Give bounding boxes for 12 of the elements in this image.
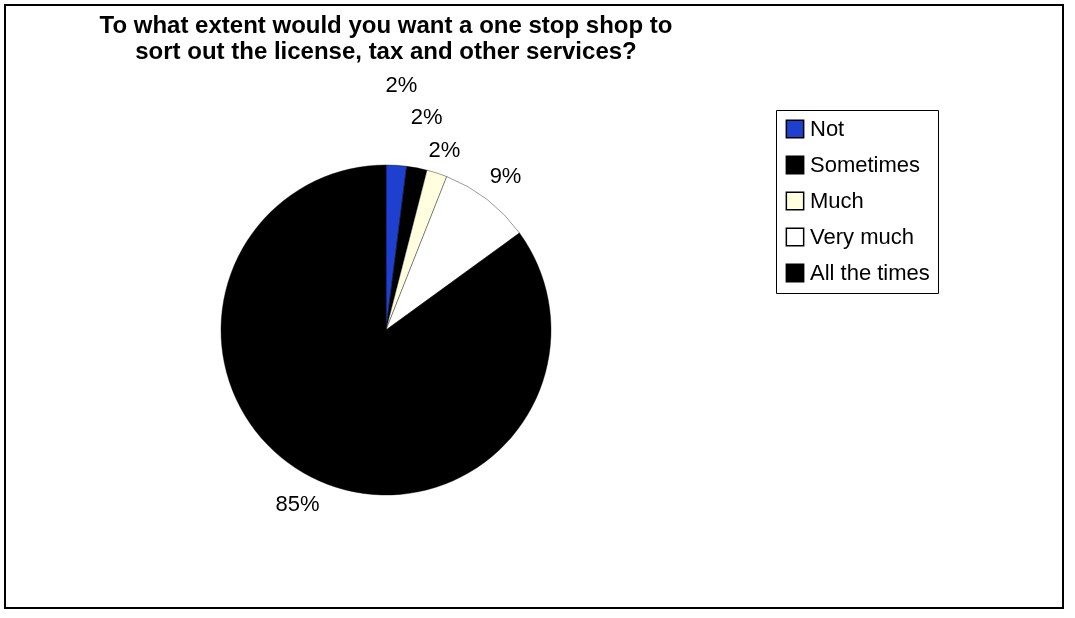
pie-slice xyxy=(220,164,552,496)
data-label: 9% xyxy=(489,162,522,188)
data-label: 2% xyxy=(428,137,461,163)
data-label: 2% xyxy=(410,103,443,129)
legend-label: Sometimes xyxy=(810,152,921,177)
legend-label: Not xyxy=(810,116,845,141)
data-label: 2% xyxy=(385,72,418,98)
data-label: 85% xyxy=(275,490,320,516)
legend-label: All the times xyxy=(810,260,930,285)
legend-label: Very much xyxy=(810,224,914,249)
chart-title: To what extent would you want a one stop shop to sort out the license, tax and other services? xyxy=(99,11,673,65)
legend-label: Much xyxy=(810,188,864,213)
